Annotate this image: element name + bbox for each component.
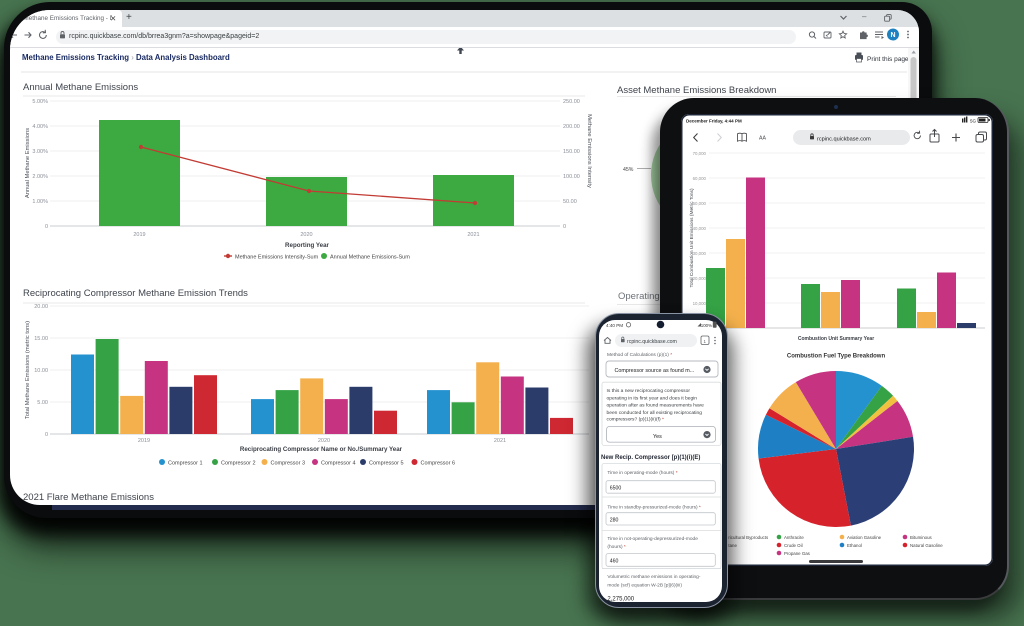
svg-text:been conducted for all existin: been conducted for all existing reciproc… [607,410,703,416]
svg-text:20.00: 20.00 [34,304,48,310]
svg-text:10,000: 10,000 [693,301,707,306]
svg-text:1: 1 [704,339,707,344]
svg-text:Yes: Yes [653,434,662,440]
svg-text:Print this page: Print this page [867,56,909,63]
svg-text:2019: 2019 [138,438,150,444]
svg-text:2021: 2021 [494,438,506,444]
svg-text:100.00: 100.00 [563,174,580,180]
svg-text:280: 280 [610,517,619,523]
svg-text:2020: 2020 [318,438,330,444]
svg-text:Time in standby-pressurized-mo: Time in standby-pressurized-mode (hours)… [607,505,701,511]
svg-text:Method of Calculations (p)(1): Method of Calculations (p)(1) * [607,352,672,358]
svg-text:2019: 2019 [133,232,145,238]
svg-text:mode (scf) equation W-2B [p](6: mode (scf) equation W-2B [p](6)(iii) [607,583,682,589]
svg-text:Reciprocating Compressor Name: Reciprocating Compressor Name or No./Sum… [240,446,403,453]
svg-text:Asset Methane Emissions Breakd: Asset Methane Emissions Breakdown [617,85,776,96]
svg-text:4.00%: 4.00% [32,124,48,130]
svg-text:Propane Gas: Propane Gas [784,551,811,556]
svg-text:Compressor source as found m..: Compressor source as found m... [615,368,695,374]
svg-text:4:40 PM: 4:40 PM [606,323,623,328]
svg-text:15.00: 15.00 [34,336,48,342]
svg-text:N: N [890,32,895,39]
svg-text:Volumetric methane emissions i: Volumetric methane emissions in operatin… [607,574,700,580]
svg-text:5.00%: 5.00% [32,99,48,105]
svg-text:compressors? (p)(1)(ii)(f) *: compressors? (p)(1)(ii)(f) * [607,417,664,423]
svg-text:60,000: 60,000 [693,176,707,181]
svg-text:Reporting Year: Reporting Year [285,242,329,249]
svg-text:5.00: 5.00 [37,400,48,406]
svg-text:Compressor 1: Compressor 1 [168,461,203,467]
svg-text:Operating Methane: Operating Methane [618,291,699,302]
svg-text:460: 460 [610,559,619,565]
svg-text:250.00: 250.00 [563,99,580,105]
svg-text:Compressor 3: Compressor 3 [271,461,306,467]
svg-text:3.00%: 3.00% [32,149,48,155]
svg-text:Compressor 4: Compressor 4 [321,461,356,467]
svg-text:50.00: 50.00 [563,199,577,205]
svg-text:operating in its first year an: operating in its first year and does it … [607,395,698,401]
svg-text:0: 0 [45,224,48,230]
svg-text:Bituminous: Bituminous [910,535,933,540]
svg-text:Anthracite: Anthracite [784,535,804,540]
svg-text:2021: 2021 [467,232,479,238]
svg-text:Agricultural Byproducts: Agricultural Byproducts [723,535,769,540]
svg-text:(hours) *: (hours) * [607,544,626,550]
svg-text:0: 0 [563,224,566,230]
svg-text:1.00%: 1.00% [32,199,48,205]
svg-text:AA: AA [759,136,766,142]
svg-text:Compressor 5: Compressor 5 [369,461,404,467]
svg-text:Ethanol: Ethanol [847,543,862,548]
svg-text:70,000: 70,000 [693,151,707,156]
svg-text:Compressor 2: Compressor 2 [221,461,256,467]
svg-text:200.00: 200.00 [563,124,580,130]
svg-text:Compressor 6: Compressor 6 [421,461,456,467]
svg-text:Aviation Gasoline: Aviation Gasoline [847,535,882,540]
svg-text:operation after as found measu: operation after as found measurements ha… [607,403,705,409]
svg-text:Time in operating-mode (hours): Time in operating-mode (hours) * [607,470,677,476]
svg-text:30,000: 30,000 [693,251,707,256]
svg-text:Annual Methane Emissions: Annual Methane Emissions [25,128,31,198]
svg-text:Methane Emissions Intensity-Su: Methane Emissions Intensity-Sum [235,255,319,261]
svg-text:Combustion Unit Summary Year: Combustion Unit Summary Year [798,336,874,342]
svg-text:100%: 100% [701,323,712,328]
svg-text:Total Combustion Unit Emission: Total Combustion Unit Emissions (Metric … [689,188,695,287]
svg-text:Is this a new reciprocating co: Is this a new reciprocating compressor [607,388,691,394]
svg-text:Annual Methane Emissions-Sum: Annual Methane Emissions-Sum [330,255,410,261]
svg-text:2020: 2020 [300,232,312,238]
svg-text:Combustion Fuel Type Breakdown: Combustion Fuel Type Breakdown [787,354,886,360]
svg-text:50,000: 50,000 [693,201,707,206]
svg-text:Crude Oil: Crude Oil [784,543,803,548]
svg-text:Total Methane Emissions (metri: Total Methane Emissions (metric tons) [25,321,31,419]
svg-text:Methane Emissions Tracking › D: Methane Emissions Tracking › Data Analys… [22,53,230,62]
svg-text:Butane: Butane [723,543,737,548]
svg-text:rcpinc.quickbase.com: rcpinc.quickbase.com [817,137,871,143]
svg-text:New Recip. Compressor [p)(1)(i: New Recip. Compressor [p)(1)(i)(E) [601,455,700,461]
svg-text:0: 0 [45,432,48,438]
svg-text:150.00: 150.00 [563,149,580,155]
svg-text:5G: 5G [970,119,977,124]
svg-text:Time in not-operating-depressu: Time in not-operating-depressurized-mode [607,536,698,542]
svg-text:Natural Gasoline: Natural Gasoline [910,543,943,548]
svg-text:Methane Emissions Intensity: Methane Emissions Intensity [586,114,592,188]
svg-text:10.00: 10.00 [34,368,48,374]
svg-text:Reciprocating Compressor Metha: Reciprocating Compressor Methane Emissio… [23,288,248,299]
svg-text:20,000: 20,000 [693,276,707,281]
svg-text:6500: 6500 [610,486,622,492]
svg-text:rcpinc.quickbase.com: rcpinc.quickbase.com [627,339,677,345]
svg-text:2021 Flare Methane Emissions: 2021 Flare Methane Emissions [23,492,154,503]
svg-text:45%: 45% [623,167,634,173]
svg-text:2.00%: 2.00% [32,174,48,180]
svg-text:Annual Methane Emissions: Annual Methane Emissions [23,82,138,93]
svg-text:40,000: 40,000 [693,226,707,231]
svg-text:December Friday, 4:44 PM: December Friday, 4:44 PM [686,119,742,124]
svg-text:2,275,000: 2,275,000 [607,597,634,603]
